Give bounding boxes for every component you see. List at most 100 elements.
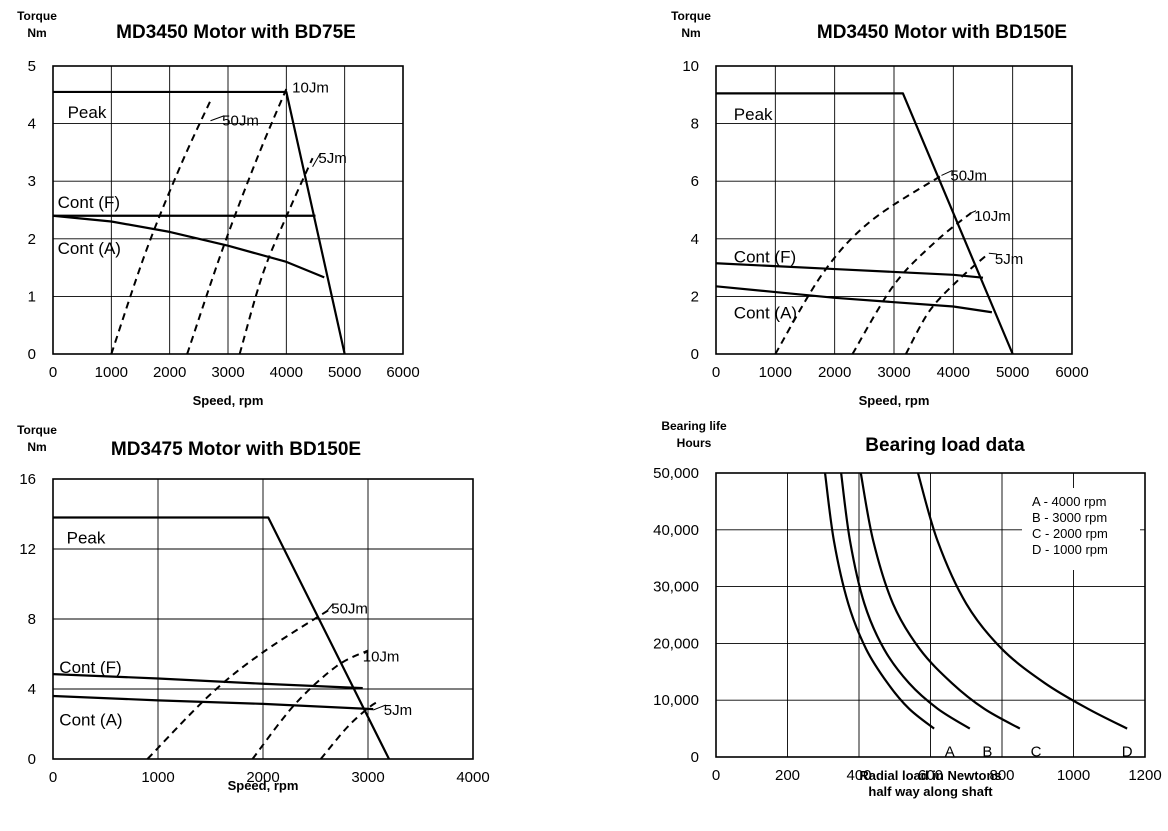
x-tick-label: 4000 [456,769,489,786]
x-axis-label: Radial load in Newtons [859,768,1001,783]
annotation-leader [970,210,977,214]
y-tick-label: 6 [691,173,699,190]
annotation-label: 5Jm [384,702,412,719]
x-tick-label: 0 [712,767,720,784]
x-tick-label: 1000 [95,364,128,381]
x-tick-label: 1000 [141,769,174,786]
y-tick-label: 1 [28,288,36,305]
y-tick-label: 20,000 [653,635,699,652]
annotation-label: Peak [67,529,106,548]
y-tick-label: 10 [682,58,699,75]
legend-entry: A - 4000 rpm [1032,494,1106,509]
annotation-leader [312,152,321,168]
y-tick-label: 12 [19,541,36,558]
series-a-line [823,472,935,730]
annotation-leader [325,603,334,613]
y-tick-label: 4 [28,681,36,698]
x-tick-label: 4000 [937,364,970,381]
series-cont-f-line [715,262,984,279]
series-50jm-line [774,174,943,355]
annotation-label: Cont (F) [58,193,120,212]
annotation-label: 50Jm [222,113,259,130]
series-10jm-line [186,88,288,355]
annotation-label: 10Jm [974,208,1011,225]
y-tick-label: 0 [691,346,699,363]
plot-frame [52,478,474,760]
annotation-leader [988,252,997,255]
annotation-label: Cont (F) [734,248,796,267]
x-tick-label: 1200 [1128,767,1161,784]
legend-entry: B - 3000 rpm [1032,510,1107,525]
y-axis-label: Torque [671,9,711,23]
x-tick-label: 2000 [818,364,851,381]
x-tick-label: 800 [989,767,1014,784]
x-tick-label: 2000 [246,769,279,786]
chart-title: MD3450 Motor with BD75E [116,22,356,43]
y-axis-unit: Nm [27,440,46,454]
x-tick-label: 4000 [270,364,303,381]
y-axis-label: Bearing life [661,419,727,433]
annotation-label: 10Jm [363,649,400,666]
y-axis-unit: Nm [27,26,46,40]
x-axis-label-line2: half way along shaft [868,784,993,799]
annotation-label: A [945,743,955,760]
annotation-label: 50Jm [331,601,368,618]
annotation-label: 50Jm [950,167,987,184]
y-tick-label: 30,000 [653,579,699,596]
x-tick-label: 3000 [877,364,910,381]
chart-panel-1: 0 1000 2000 3000 4000 5000 6000 0 1 2 3 4 5 MD3450 Mo… [17,9,420,408]
chart-panel-4: 0 200 400 600 800 1000 1200 0 10,000 20,000 30,000… [653,419,1162,799]
chart-title: MD3475 Motor with BD150E [111,439,361,460]
y-axis-label: Torque [17,423,57,437]
series-5jm-line [238,157,314,355]
y-tick-label: 0 [28,346,36,363]
x-tick-label: 5000 [996,364,1029,381]
annotation-label: Cont (F) [59,658,121,677]
y-tick-label: 0 [691,749,699,766]
annotation-label: Cont (A) [59,711,122,730]
x-tick-label: 0 [49,769,57,786]
annotation-label: 10Jm [292,79,329,96]
annotation-label: Cont (A) [734,304,797,323]
x-tick-label: 0 [49,364,57,381]
x-axis-label: Speed, rpm [228,778,299,793]
y-tick-label: 0 [28,751,36,768]
legend-entry: D - 1000 rpm [1032,542,1108,557]
plot-frame [715,472,1146,758]
annotation-leader [941,169,953,176]
y-tick-label: 4 [691,231,699,248]
series-c-line [859,472,1021,730]
x-tick-label: 6000 [386,364,419,381]
series-cont-f-line [52,673,363,690]
plot-frame [52,65,404,355]
annotation-leader [210,115,225,122]
x-tick-label: 3000 [211,364,244,381]
x-axis-label: Speed, rpm [859,393,930,408]
y-tick-label: 16 [19,471,36,488]
y-axis-label: Torque [17,9,57,23]
annotation-label: Peak [68,103,107,122]
y-tick-label: 8 [691,116,699,133]
series-peak-line [716,92,1014,355]
y-tick-label: 8 [28,611,36,628]
x-tick-label: 1000 [759,364,792,381]
series-cont-a-line [52,214,325,279]
x-tick-label: 5000 [328,364,361,381]
y-tick-label: 5 [28,58,36,75]
x-tick-label: 200 [775,767,800,784]
series-peak-line [53,90,346,355]
y-axis-unit: Nm [681,26,700,40]
x-axis-label: Speed, rpm [193,393,264,408]
annotation-leader [373,704,386,711]
annotation-label: Peak [734,105,773,124]
series-d-line [916,472,1128,730]
series-10jm-line [251,649,369,760]
chart-panel-3: 0 1000 2000 3000 4000 0 4 8 12 16 MD3475 Motor wit… [17,423,490,793]
annotation-label: 5Jm [318,150,346,167]
series-cont-a-line [715,285,993,314]
legend-entry: C - 2000 rpm [1032,526,1108,541]
y-tick-label: 2 [28,231,36,248]
series-peak-line [53,516,390,760]
x-tick-label: 2000 [153,364,186,381]
